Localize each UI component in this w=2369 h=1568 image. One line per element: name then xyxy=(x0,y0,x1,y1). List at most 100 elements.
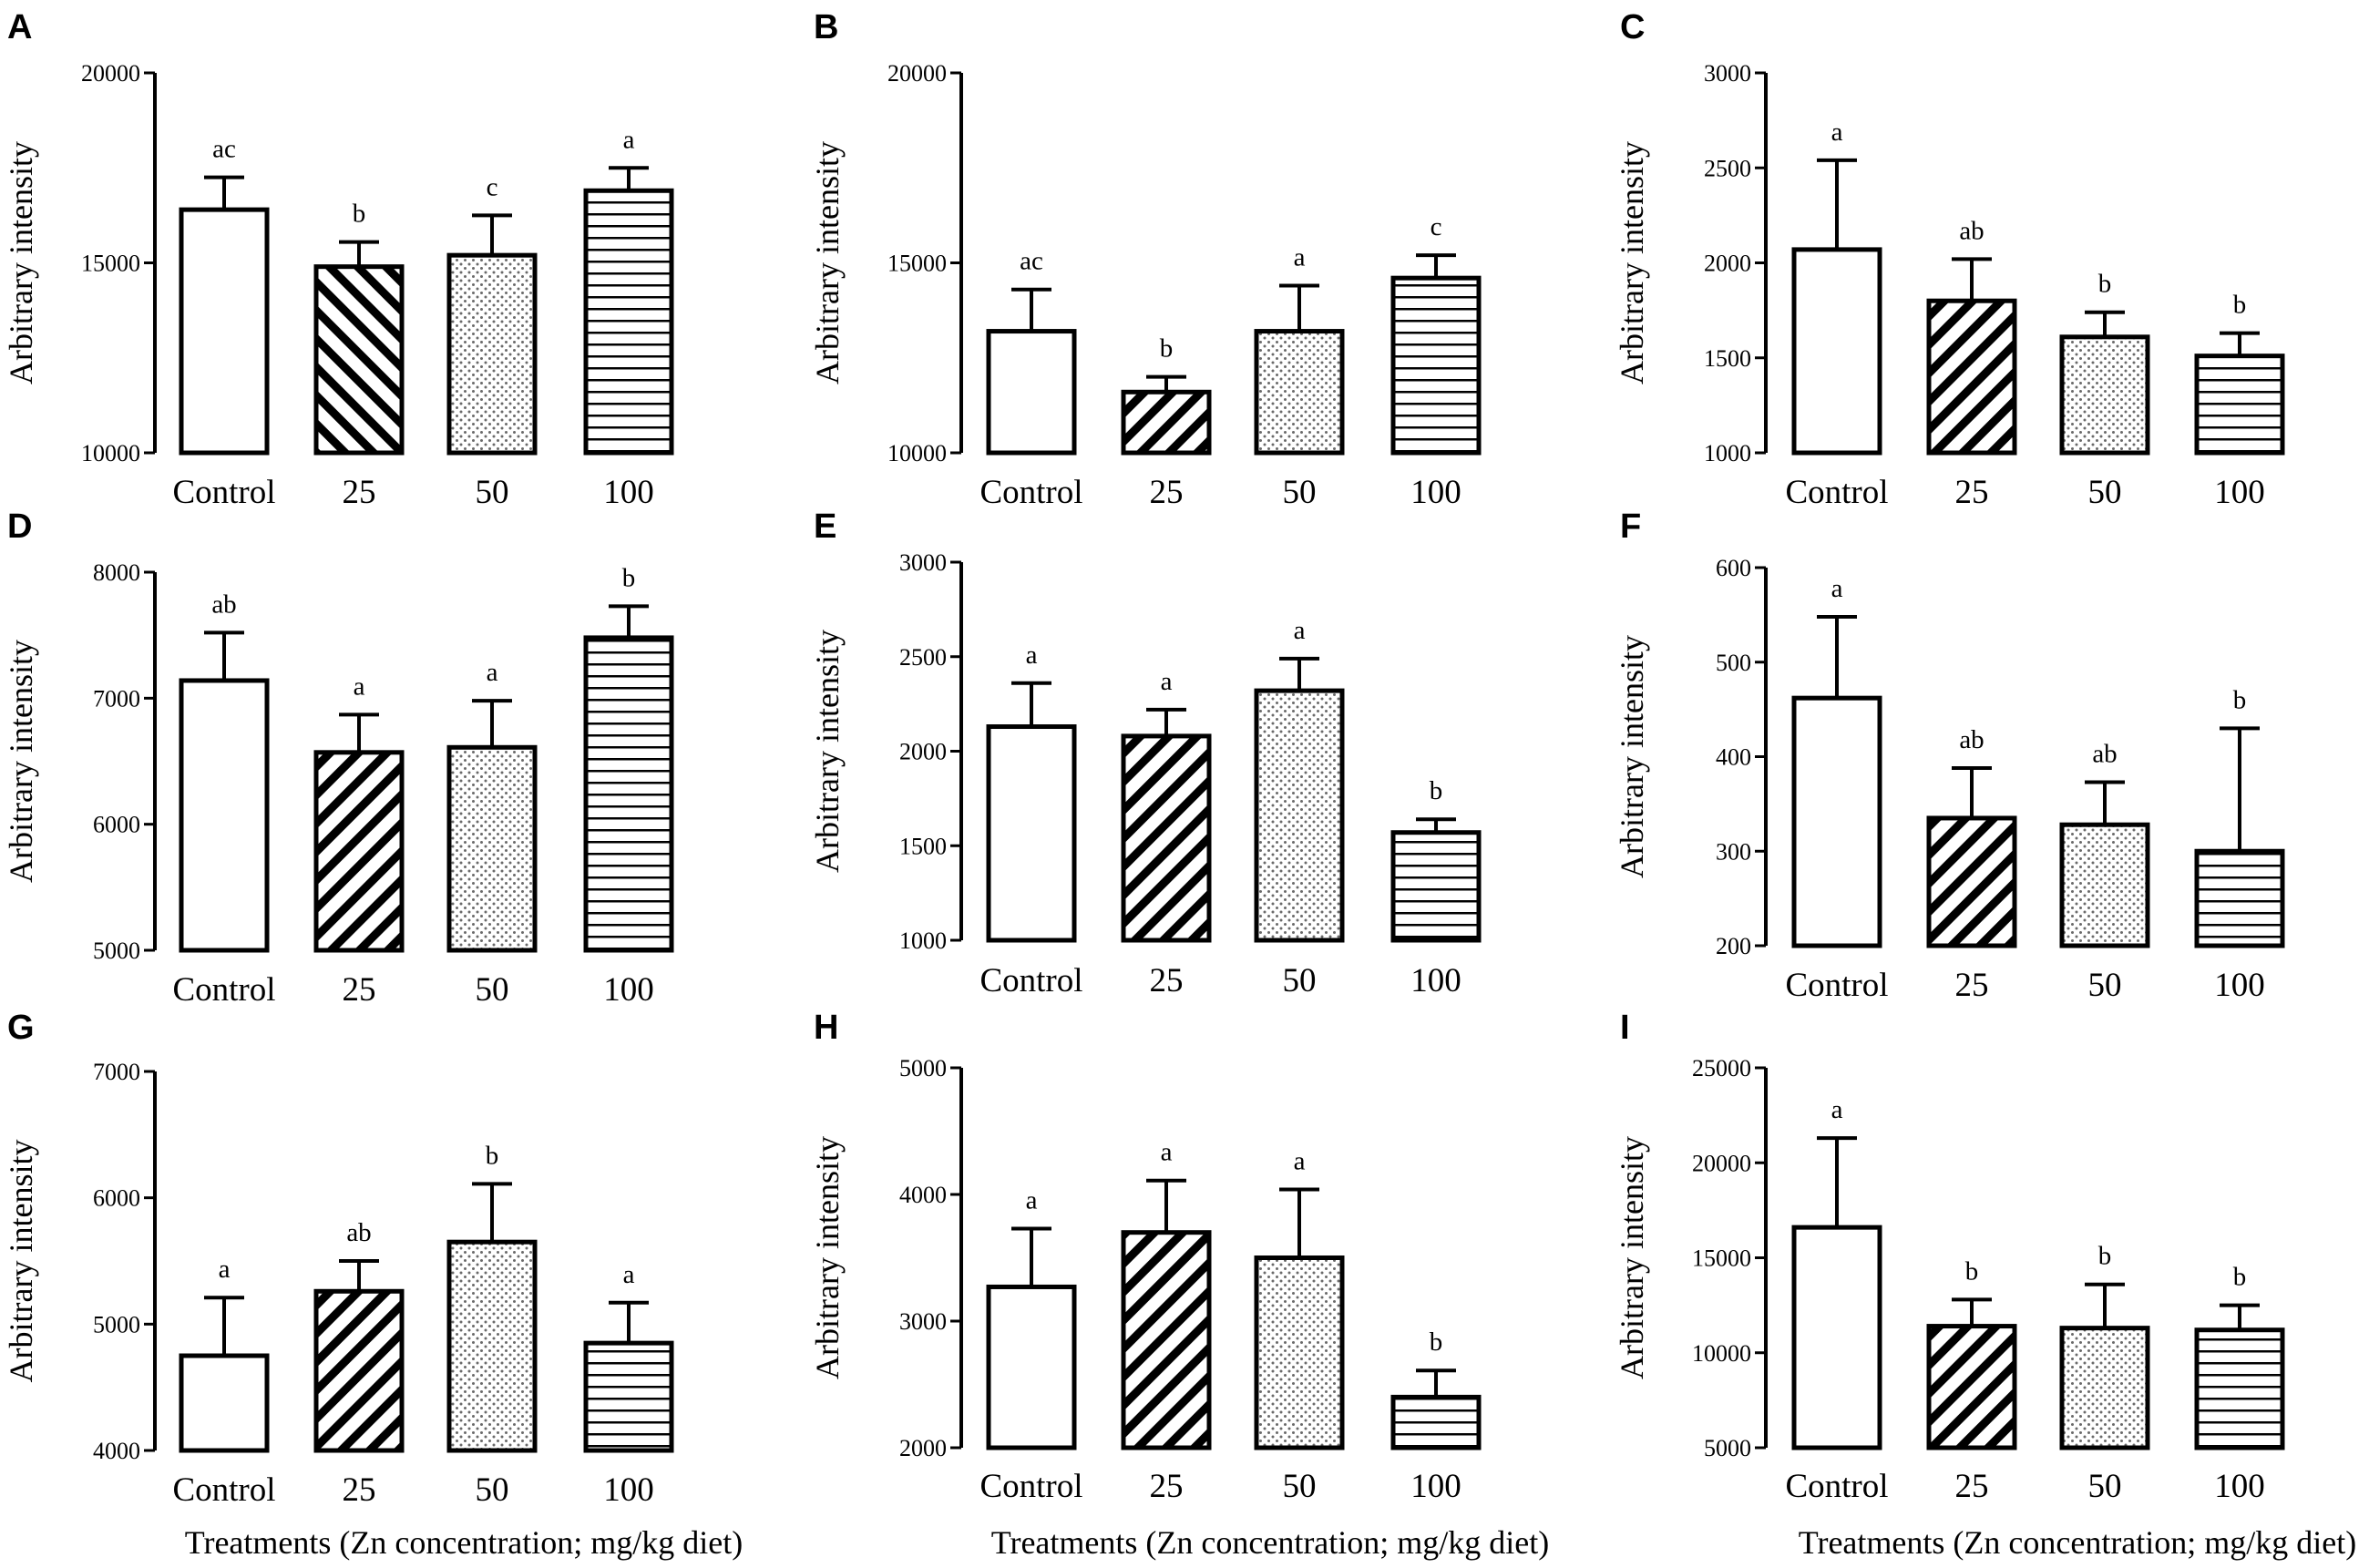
bar-H-Control xyxy=(986,1284,1077,1450)
y-tick-label-G: 6000 xyxy=(93,1185,140,1212)
bar-E-Control xyxy=(986,724,1077,943)
bar-D-25 xyxy=(313,750,405,953)
significance-label-A: a xyxy=(623,125,635,154)
y-axis-label-A: Arbitrary intensity xyxy=(3,141,39,384)
category-label-F: 25 xyxy=(1955,967,1989,1004)
significance-label-D: a xyxy=(354,671,365,701)
significance-label-G: a xyxy=(623,1260,635,1289)
panel-E: E 1000 1500 2000 2500 3000 Arbitrary intensity… xyxy=(809,507,1482,999)
category-label-B: 100 xyxy=(1410,474,1461,511)
category-label-F: Control xyxy=(1785,967,1888,1004)
category-label-G: 25 xyxy=(343,1471,376,1509)
bar-A-25 xyxy=(313,264,405,456)
panel-letter-F: F xyxy=(1620,507,1641,546)
category-label-H: 25 xyxy=(1150,1468,1184,1505)
y-tick-label-I: 5000 xyxy=(1704,1435,1751,1461)
significance-label-H: a xyxy=(1026,1186,1038,1215)
panel-F: F 200 300 400 500 600 Arbitrary intensity a Cont… xyxy=(1614,507,2285,1004)
panel-letter-D: D xyxy=(7,507,32,546)
y-tick-label-A: 20000 xyxy=(81,60,140,87)
panel-letter-A: A xyxy=(7,8,32,46)
bar-E-50 xyxy=(1254,688,1345,943)
category-label-D: Control xyxy=(172,971,275,1009)
significance-label-F: b xyxy=(2233,685,2247,714)
category-label-C: 50 xyxy=(2088,474,2122,511)
y-tick-label-A: 10000 xyxy=(81,440,140,466)
category-label-D: 50 xyxy=(476,971,509,1009)
y-tick-label-E: 1500 xyxy=(899,833,947,859)
y-tick-label-G: 5000 xyxy=(93,1311,140,1337)
y-tick-label-I: 10000 xyxy=(1692,1340,1751,1367)
significance-label-C: b xyxy=(2233,291,2247,320)
category-label-I: 100 xyxy=(2214,1468,2265,1505)
category-label-B: 50 xyxy=(1283,474,1317,511)
category-label-I: Control xyxy=(1785,1468,1888,1505)
category-label-F: 100 xyxy=(2214,967,2265,1004)
category-label-A: Control xyxy=(172,474,275,511)
panel-I: I 5000 10000 15000 20000 25000 Arbitrary inten… xyxy=(1614,1009,2285,1505)
bar-I-50 xyxy=(2059,1326,2150,1450)
y-tick-label-C: 2000 xyxy=(1704,251,1751,277)
bar-G-50 xyxy=(446,1239,538,1453)
significance-label-C: ab xyxy=(1959,216,1984,245)
bar-I-100 xyxy=(2194,1327,2285,1450)
y-tick-label-D: 8000 xyxy=(93,559,140,586)
bar-F-50 xyxy=(2059,822,2150,948)
bar-C-50 xyxy=(2059,334,2150,456)
significance-label-H: a xyxy=(1161,1138,1173,1167)
y-axis-label-F: Arbitrary intensity xyxy=(1614,635,1650,878)
significance-label-D: ab xyxy=(211,589,236,619)
significance-label-G: ab xyxy=(346,1218,371,1247)
panel-H: H 2000 3000 4000 5000 Arbitrary intensity a Con… xyxy=(809,1009,1482,1505)
category-label-I: 50 xyxy=(2088,1468,2122,1505)
significance-label-A: b xyxy=(353,200,366,229)
y-tick-label-C: 1500 xyxy=(1704,345,1751,372)
significance-label-B: c xyxy=(1431,212,1442,241)
y-axis-label-E: Arbitrary intensity xyxy=(809,630,846,873)
category-label-E: 100 xyxy=(1410,962,1461,999)
bar-A-100 xyxy=(583,188,674,456)
bar-H-25 xyxy=(1121,1230,1212,1450)
bar-H-50 xyxy=(1254,1255,1345,1450)
x-axis-title-H: Treatments (Zn concentration; mg/kg diet… xyxy=(991,1524,1550,1561)
significance-label-F: ab xyxy=(2092,740,2117,769)
category-label-C: Control xyxy=(1785,474,1888,511)
significance-label-I: a xyxy=(1831,1095,1843,1124)
bar-D-50 xyxy=(446,744,538,953)
panel-G: G 4000 5000 6000 7000 Arbitrary intensity a Con… xyxy=(3,1009,674,1509)
category-label-A: 50 xyxy=(476,474,509,511)
y-tick-label-F: 200 xyxy=(1716,933,1751,959)
significance-label-D: b xyxy=(622,563,636,592)
bar-G-25 xyxy=(313,1288,405,1453)
bar-E-100 xyxy=(1390,830,1482,943)
bar-B-Control xyxy=(986,329,1077,456)
panel-letter-G: G xyxy=(7,1009,35,1047)
category-label-A: 100 xyxy=(603,474,654,511)
y-tick-label-E: 2000 xyxy=(899,739,947,765)
panel-C: C 1000 1500 2000 2500 3000 Arbitrary intensity… xyxy=(1614,8,2285,511)
bar-B-50 xyxy=(1254,329,1345,456)
y-tick-label-F: 500 xyxy=(1716,650,1751,676)
y-tick-label-B: 15000 xyxy=(887,251,947,277)
category-label-E: 50 xyxy=(1283,962,1317,999)
y-tick-label-G: 4000 xyxy=(93,1438,140,1464)
significance-label-G: b xyxy=(486,1141,499,1170)
bar-F-25 xyxy=(1926,815,2017,948)
significance-label-B: ac xyxy=(1020,247,1043,276)
y-axis-label-H: Arbitrary intensity xyxy=(809,1136,846,1379)
y-tick-label-C: 2500 xyxy=(1704,155,1751,181)
y-tick-label-B: 20000 xyxy=(887,60,947,87)
significance-label-E: a xyxy=(1294,616,1306,645)
category-label-B: 25 xyxy=(1150,474,1184,511)
y-tick-label-E: 3000 xyxy=(899,549,947,576)
bar-C-Control xyxy=(1791,247,1882,456)
bar-F-Control xyxy=(1791,695,1882,948)
y-tick-label-G: 7000 xyxy=(93,1059,140,1085)
y-axis-label-B: Arbitrary intensity xyxy=(809,141,846,384)
y-axis-label-G: Arbitrary intensity xyxy=(3,1140,39,1383)
significance-label-H: b xyxy=(1430,1327,1443,1357)
significance-label-C: a xyxy=(1831,118,1843,147)
category-label-D: 100 xyxy=(603,971,654,1009)
